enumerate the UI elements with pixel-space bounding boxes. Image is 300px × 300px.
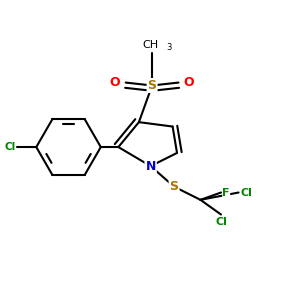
Text: 3: 3 (167, 43, 172, 52)
Text: O: O (184, 76, 194, 89)
Text: CH: CH (142, 40, 159, 50)
Text: Cl: Cl (215, 218, 227, 227)
Text: S: S (169, 180, 178, 193)
Text: Cl: Cl (4, 142, 16, 152)
Text: O: O (110, 76, 120, 89)
Text: N: N (146, 160, 156, 172)
Text: Cl: Cl (241, 188, 253, 197)
Text: S: S (148, 79, 157, 92)
Text: F: F (223, 188, 230, 197)
